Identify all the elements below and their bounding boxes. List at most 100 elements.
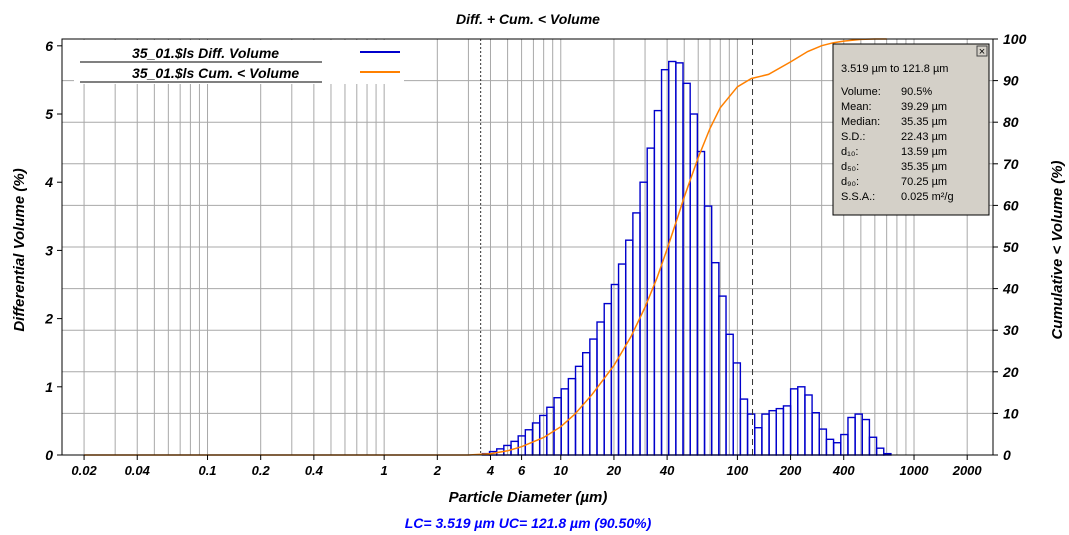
- right-tick-label: 40: [1002, 281, 1019, 297]
- x-tick-label: 1000: [900, 463, 930, 478]
- x-tick-label: 2: [433, 463, 442, 478]
- stats-row-label: d₉₀:: [841, 176, 859, 188]
- stats-row-label: d₁₀:: [841, 146, 858, 158]
- x-tick-label: 0.2: [252, 463, 271, 478]
- close-button: [976, 45, 988, 57]
- histogram-bar: [797, 386, 806, 456]
- close-icon: ×: [979, 46, 985, 58]
- x-tick-label: 0.1: [198, 463, 216, 478]
- x-tick-label: 200: [779, 463, 802, 478]
- x-axis-ticks: 0.02 0.04 0.1 0.2 0.4 1 2 4 6 10 20 40 100 200 400 1000…: [71, 455, 982, 478]
- x-tick-label: 40: [659, 463, 675, 478]
- histogram-bar: [610, 283, 620, 456]
- y-axis-label-right: Cumulative < Volume (%): [1049, 160, 1066, 339]
- histogram-bar: [825, 438, 835, 456]
- stats-row-label: Mean:: [841, 101, 872, 113]
- x-tick-label: 6: [518, 463, 526, 478]
- histogram-bar: [646, 147, 656, 456]
- stats-row-value: 35.35 µm: [901, 116, 947, 128]
- left-tick-label: 6: [45, 38, 53, 54]
- x-tick-label: 2000: [952, 463, 983, 478]
- left-tick-label: 2: [44, 311, 53, 327]
- left-tick-label: 4: [44, 174, 53, 190]
- histogram-bar: [732, 362, 742, 456]
- x-tick-label: 1: [381, 463, 388, 478]
- histogram-bar: [875, 447, 885, 456]
- stats-row-value: 35.35 µm: [901, 161, 947, 173]
- limits-footer: LC= 3.519 µm UC= 121.8 µm (90.50%): [405, 515, 652, 531]
- histogram-bar: [746, 413, 756, 456]
- legend-entry-label: 35_01.$ls Diff. Volume: [132, 45, 279, 61]
- histogram-bar: [818, 428, 828, 456]
- left-tick-label: 0: [45, 447, 53, 463]
- right-tick-label: 10: [1003, 405, 1019, 421]
- histogram-bar: [861, 418, 871, 456]
- stats-row-label: Volume:: [841, 86, 881, 98]
- stats-row-label: d₅₀:: [841, 161, 859, 173]
- cumulative-volume-line: [84, 38, 887, 456]
- histogram-bar: [754, 427, 763, 456]
- histogram-bar: [711, 261, 720, 456]
- histogram-bar: [739, 398, 749, 456]
- histogram-bar: [589, 338, 598, 456]
- stats-row-value: 13.59 µm: [901, 146, 947, 158]
- histogram-bar: [804, 394, 813, 456]
- x-tick-label: 0.4: [305, 463, 324, 478]
- histogram-bar: [832, 442, 842, 456]
- histogram-bar: [574, 365, 584, 456]
- histogram-bar: [639, 181, 648, 456]
- stats-box-panel: [832, 43, 990, 216]
- stats-row-value: 70.25 µm: [901, 176, 947, 188]
- stats-row-value: 39.29 µm: [901, 101, 947, 113]
- x-tick-label: 4: [486, 463, 495, 478]
- stats-row-label: S.D.:: [841, 131, 865, 143]
- right-tick-label: 0: [1003, 447, 1011, 463]
- stats-box-title: 3.519 µm to 121.8 µm: [841, 63, 948, 75]
- legend-entry-label: 35_01.$ls Cum. < Volume: [132, 65, 299, 81]
- histogram-bar: [617, 263, 627, 456]
- left-axis-ticks: 0 1 2 3 4 5 6: [44, 38, 62, 463]
- y-axis-label-left: Differential Volume (%): [11, 168, 28, 331]
- left-tick-label: 3: [45, 242, 53, 258]
- stats-row-label: S.S.A.:: [841, 191, 875, 203]
- legend: 35_01.$ls Diff. Volume 35_01.$ls Cum. < V…: [74, 40, 404, 84]
- stats-row-label: Median:: [841, 116, 880, 128]
- histogram-bar: [596, 321, 605, 456]
- stats-row-value: 0.025 m²/g: [901, 191, 954, 203]
- x-tick-label: 0.02: [71, 463, 97, 478]
- right-tick-label: 80: [1003, 114, 1019, 130]
- x-axis-label: Particle Diameter (µm): [449, 489, 608, 506]
- right-tick-label: 70: [1003, 156, 1019, 172]
- chart-title: Diff. + Cum. < Volume: [456, 11, 600, 27]
- stats-row-value: 90.5%: [901, 86, 932, 98]
- right-tick-label: 30: [1003, 322, 1019, 338]
- histogram-bar: [768, 409, 777, 456]
- x-tick-label: 100: [727, 463, 749, 478]
- histogram-bar: [675, 62, 684, 456]
- histogram-bar: [789, 388, 799, 456]
- right-tick-label: 20: [1002, 364, 1019, 380]
- right-tick-label: 100: [1003, 31, 1027, 47]
- histogram-bar: [625, 239, 634, 456]
- histogram-bar: [761, 413, 770, 456]
- histogram-bar: [775, 407, 785, 456]
- statistics-box: × 3.519 µm to 121.8 µm Volume: 90.5% Mean: 39…: [832, 43, 990, 216]
- x-tick-label: 0.04: [125, 463, 151, 478]
- histogram-bar: [560, 388, 570, 456]
- histogram-bar: [811, 412, 820, 456]
- histogram-bar: [632, 212, 641, 456]
- left-tick-label: 1: [45, 379, 53, 395]
- x-tick-label: 20: [606, 463, 622, 478]
- histogram-bar: [847, 416, 856, 456]
- stats-row-value: 22.43 µm: [901, 131, 947, 143]
- right-axis-ticks: 0 10 20 30 40 50 60 70 80 90 100: [993, 31, 1027, 463]
- histogram-bar: [603, 302, 613, 456]
- x-tick-label: 400: [832, 463, 855, 478]
- histogram-bar: [868, 436, 878, 456]
- right-tick-label: 60: [1003, 197, 1019, 213]
- histogram-bar: [840, 433, 849, 456]
- x-tick-label: 10: [554, 463, 569, 478]
- right-tick-label: 90: [1003, 73, 1019, 89]
- right-tick-label: 50: [1003, 239, 1019, 255]
